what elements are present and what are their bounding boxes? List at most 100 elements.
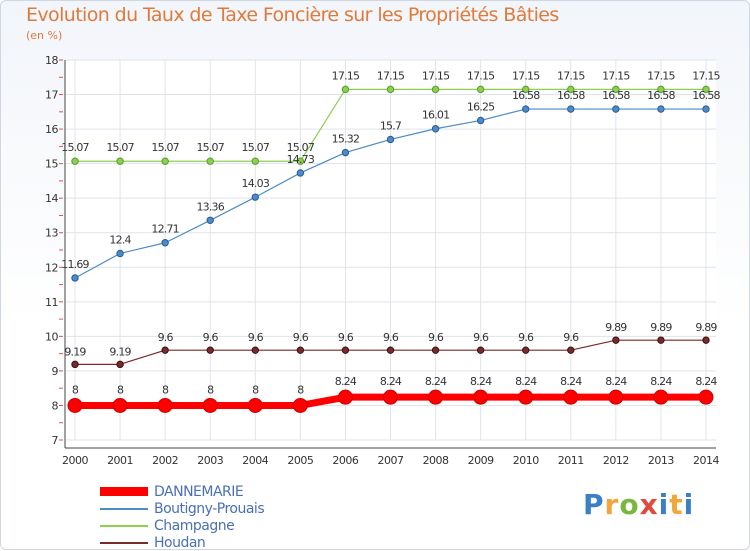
- data-point-champagne: [612, 85, 620, 94]
- data-label-champagne: 15.07: [242, 141, 270, 154]
- data-label-champagne: 17.15: [467, 69, 495, 82]
- data-point-houdan: [386, 346, 395, 354]
- data-point-dannemarie: [608, 389, 624, 405]
- data-label-boutigny-prouais: 12.71: [151, 223, 179, 236]
- data-point-boutigny-prouais: [657, 105, 665, 113]
- x-tick-label: 2007: [378, 454, 404, 467]
- data-label-boutigny-prouais: 16.01: [422, 109, 450, 122]
- data-point-houdan: [522, 346, 530, 354]
- data-label-dannemarie: 8: [72, 383, 79, 396]
- data-label-boutigny-prouais: 12.4: [109, 233, 131, 246]
- data-label-dannemarie: 8.24: [605, 375, 627, 388]
- data-label-boutigny-prouais: 16.58: [512, 89, 540, 102]
- data-point-dannemarie: [157, 397, 173, 413]
- x-tick-label: 2005: [287, 454, 313, 467]
- proxiti-logo: Proxiti: [583, 488, 695, 521]
- data-label-houdan: 9.6: [473, 331, 489, 344]
- data-label-boutigny-prouais: 16.58: [692, 89, 720, 102]
- data-point-champagne: [522, 85, 530, 94]
- legend-item-dannemarie: DANNEMARIE: [100, 483, 264, 500]
- data-label-dannemarie: 8.24: [380, 375, 402, 388]
- data-label-dannemarie: 8.24: [650, 375, 672, 388]
- chart-title: Evolution du Taux de Taxe Foncière sur l…: [26, 4, 559, 26]
- data-point-dannemarie: [247, 397, 263, 413]
- data-label-houdan: 9.6: [428, 331, 444, 344]
- chart-unit-label: (en %): [26, 29, 63, 42]
- x-tick-label: 2012: [603, 454, 629, 467]
- data-label-champagne: 17.15: [602, 69, 630, 82]
- data-point-boutigny-prouais: [522, 105, 530, 113]
- data-label-champagne: 15.07: [287, 141, 315, 154]
- data-point-boutigny-prouais: [612, 105, 620, 113]
- y-tick-label: 10: [45, 330, 58, 343]
- data-point-dannemarie: [473, 389, 489, 405]
- data-label-houdan: 9.89: [650, 321, 672, 334]
- data-point-boutigny-prouais: [386, 135, 395, 144]
- legend-label: Boutigny-Prouais: [154, 500, 265, 517]
- data-point-champagne: [657, 85, 665, 94]
- data-label-houdan: 9.6: [203, 331, 219, 344]
- data-point-dannemarie: [653, 389, 669, 405]
- data-point-boutigny-prouais: [251, 193, 259, 201]
- data-point-dannemarie: [292, 397, 308, 413]
- x-tick-label: 2006: [332, 454, 358, 467]
- data-label-dannemarie: 8: [252, 383, 259, 396]
- data-point-boutigny-prouais: [296, 169, 305, 177]
- data-label-houdan: 9.6: [248, 331, 264, 344]
- data-point-dannemarie: [563, 389, 579, 405]
- data-label-champagne: 15.07: [61, 141, 89, 154]
- data-label-champagne: 15.07: [106, 141, 134, 154]
- data-label-champagne: 17.15: [332, 69, 360, 82]
- data-point-houdan: [296, 346, 305, 354]
- x-tick-label: 2000: [62, 454, 88, 467]
- data-point-boutigny-prouais: [341, 148, 350, 157]
- data-point-houdan: [431, 346, 440, 354]
- y-tick-label: 8: [52, 399, 59, 412]
- legend: DANNEMARIE Boutigny-Prouais Champagne Ho…: [100, 483, 265, 551]
- data-point-boutigny-prouais: [702, 105, 710, 113]
- x-tick-label: 2002: [152, 454, 178, 467]
- legend-item-houdan: Houdan: [100, 534, 264, 551]
- data-label-boutigny-prouais: 16.58: [647, 89, 675, 102]
- data-label-dannemarie: 8: [297, 383, 304, 396]
- x-tick-label: 2011: [558, 454, 584, 467]
- data-point-champagne: [296, 157, 305, 165]
- data-point-dannemarie: [518, 389, 534, 405]
- data-label-houdan: 9.6: [293, 331, 309, 344]
- data-label-dannemarie: 8: [207, 383, 214, 396]
- x-tick-label: 2014: [693, 454, 719, 467]
- y-tick-label: 17: [45, 89, 58, 102]
- legend-swatch-champagne: [100, 524, 148, 527]
- y-tick-label: 7: [52, 434, 59, 447]
- data-label-champagne: 17.15: [647, 69, 675, 82]
- data-label-houdan: 9.19: [64, 345, 86, 358]
- data-point-dannemarie: [202, 397, 218, 413]
- y-tick-label: 14: [45, 192, 58, 205]
- data-label-boutigny-prouais: 16.25: [467, 100, 495, 113]
- data-label-dannemarie: 8.24: [560, 375, 582, 388]
- data-label-dannemarie: 8.24: [425, 375, 447, 388]
- data-label-champagne: 17.15: [512, 69, 540, 82]
- x-tick-label: 2003: [197, 454, 223, 467]
- x-tick-label: 2008: [423, 454, 449, 467]
- data-label-boutigny-prouais: 14.03: [242, 177, 270, 190]
- y-tick-label: 11: [45, 296, 58, 309]
- data-label-houdan: 9.6: [383, 331, 399, 344]
- y-tick-label: 16: [45, 123, 58, 136]
- data-point-houdan: [251, 346, 259, 354]
- x-tick-label: 2009: [468, 454, 494, 467]
- data-point-boutigny-prouais: [71, 274, 79, 282]
- data-label-dannemarie: 8.24: [515, 375, 537, 388]
- data-label-champagne: 17.15: [692, 69, 720, 82]
- data-label-dannemarie: 8.24: [695, 375, 717, 388]
- y-tick-label: 13: [45, 227, 58, 240]
- data-label-houdan: 9.6: [518, 331, 534, 344]
- x-tick-label: 2004: [242, 454, 268, 467]
- y-tick-label: 9: [52, 365, 59, 378]
- x-tick-label: 2001: [107, 454, 133, 467]
- data-point-champagne: [567, 85, 575, 94]
- data-point-houdan: [612, 336, 620, 344]
- data-point-houdan: [161, 346, 169, 354]
- data-point-champagne: [341, 85, 350, 94]
- y-tick-label: 12: [45, 261, 58, 274]
